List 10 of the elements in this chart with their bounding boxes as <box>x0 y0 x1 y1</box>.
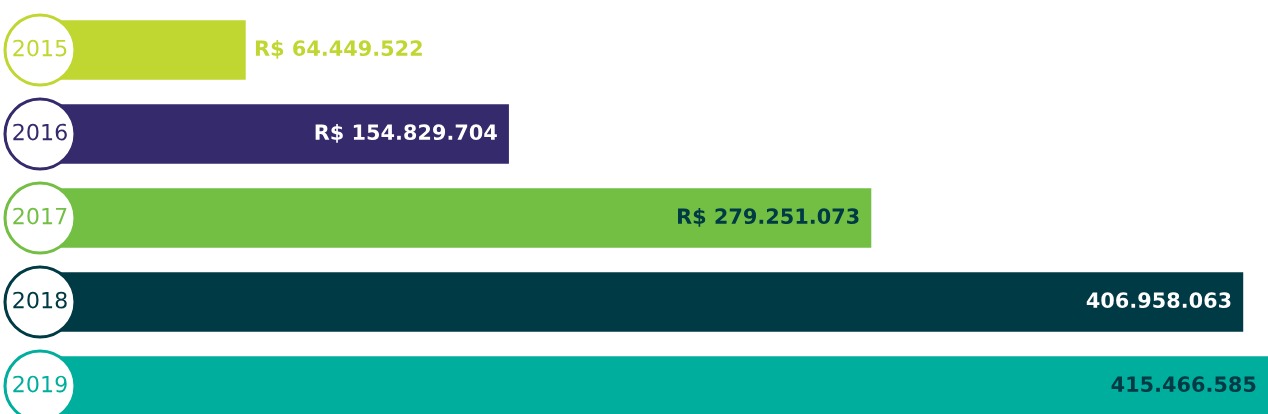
data-label: R$ 64.449.522 <box>255 39 422 59</box>
y-tick-label: 2019 <box>13 375 67 393</box>
data-label: R$ 279.251.073 <box>678 207 859 227</box>
y-tick-label: 2016 <box>13 123 67 141</box>
data-label: R$ 154.829.704 <box>315 123 497 143</box>
y-tick-label: 2015 <box>13 39 67 57</box>
data-label: 406.958.063 <box>1086 292 1231 309</box>
data-label: 415.466.585 <box>1111 376 1256 393</box>
y-tick-label: 2018 <box>13 291 67 309</box>
y-tick-label: 2017 <box>13 207 67 225</box>
